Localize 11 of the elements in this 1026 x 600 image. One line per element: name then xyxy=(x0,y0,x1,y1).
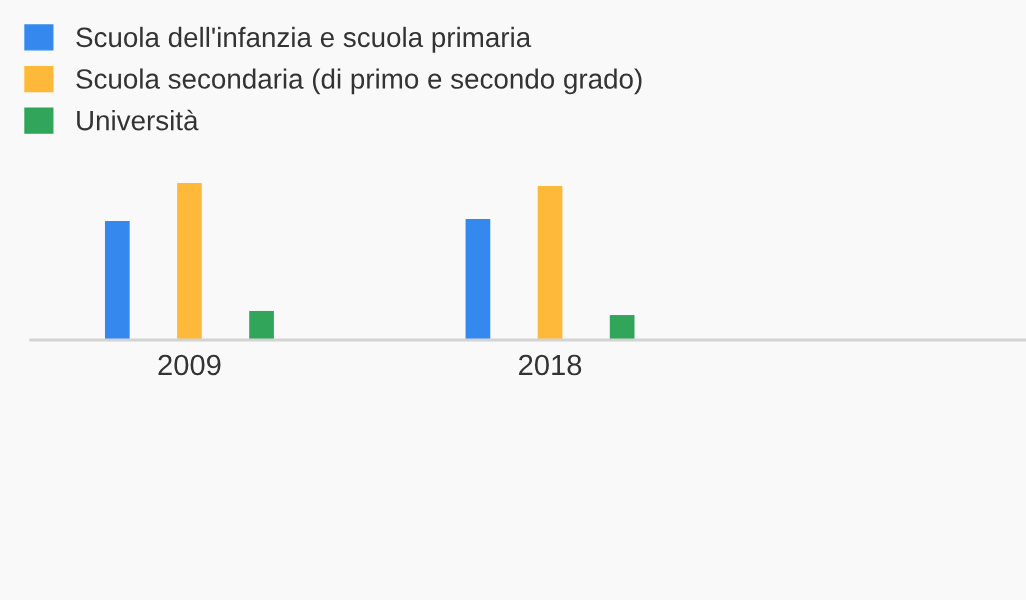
x-tick-label: 2018 xyxy=(519,354,582,376)
legend-label: Scuola secondaria (di primo e secondo grado) xyxy=(76,68,642,95)
legend-label: Università xyxy=(77,109,199,131)
bar xyxy=(104,220,130,340)
x-tick-label: 2009 xyxy=(158,354,221,376)
bar xyxy=(249,310,274,340)
bar xyxy=(537,185,563,340)
legend-label: Scuola dell'infanzia e scuola primaria xyxy=(76,26,532,53)
bar xyxy=(465,218,491,340)
bar xyxy=(177,183,202,340)
bar xyxy=(609,315,635,340)
